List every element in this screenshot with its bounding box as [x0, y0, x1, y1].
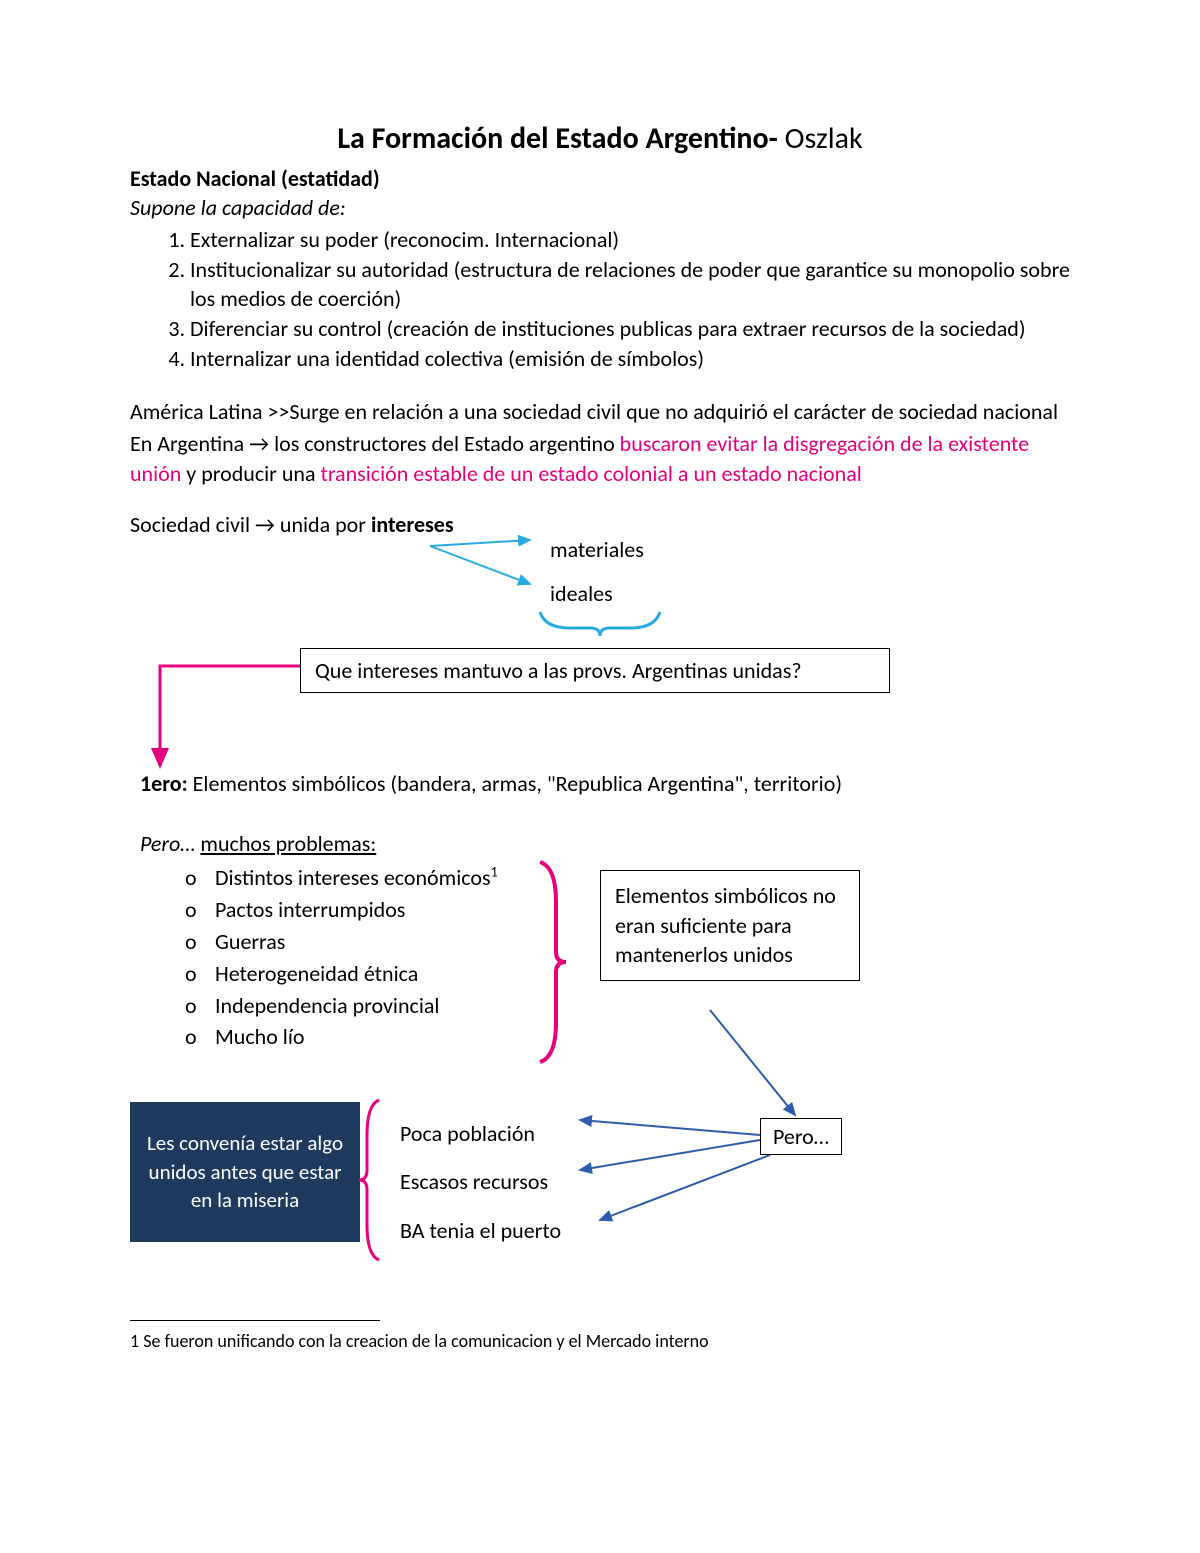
- intro-line: Supone la capacidad de:: [130, 194, 1070, 221]
- navy-conclusion-box: Les convenía estar algo unidos antes que…: [130, 1102, 360, 1242]
- page-title: La Formación del Estado Argentino- Oszla…: [130, 120, 1070, 157]
- capacity-item: Diferenciar su control (creación de inst…: [190, 314, 1070, 344]
- pero-box: Pero…: [760, 1118, 842, 1155]
- question-box: Que intereses mantuvo a las provs. Argen…: [300, 648, 890, 693]
- factor-item: BA tenia el puerto: [400, 1207, 561, 1255]
- brace-left-icon: [365, 1100, 379, 1260]
- problem-item: Heterogeneidad étnica: [185, 958, 498, 990]
- pink-connector-icon: [150, 656, 310, 776]
- capacity-item: Internalizar una identidad colectiva (em…: [190, 344, 1070, 374]
- primero-line: 1ero: Elementos simbólicos (bandera, arm…: [140, 770, 842, 797]
- symbols-insufficient-box: Elementos simbólicos no eran suficiente …: [600, 870, 860, 981]
- intereses-options: materiales ideales: [550, 528, 644, 616]
- title-bold: La Formación del Estado Argentino-: [337, 120, 784, 157]
- footnote-text: 1 Se fueron unificando con la creacion d…: [130, 1330, 709, 1352]
- split-arrow-icon: [430, 536, 550, 606]
- capacity-item: Institucionalizar su autoridad (estructu…: [190, 255, 1070, 314]
- option-materiales: materiales: [550, 528, 644, 572]
- option-ideales: ideales: [550, 572, 644, 616]
- paragraph-latam: América Latina >>Surge en relación a una…: [130, 397, 1070, 427]
- problem-item: Guerras: [185, 926, 498, 958]
- three-factors: Poca población Escasos recursos BA tenia…: [400, 1110, 561, 1255]
- problem-item: Independencia provincial: [185, 990, 498, 1022]
- factor-item: Escasos recursos: [400, 1158, 561, 1206]
- problems-list: Distintos intereses económicos1 Pactos i…: [185, 862, 498, 1053]
- section-heading: Estado Nacional (estatidad): [130, 165, 1070, 192]
- footnote-rule: [130, 1320, 380, 1321]
- pero-heading: Pero… muchos problemas:: [140, 830, 376, 857]
- problem-item: Distintos intereses económicos1: [185, 862, 498, 894]
- brace-down-icon: [540, 612, 660, 636]
- document-page: La Formación del Estado Argentino- Oszla…: [0, 0, 1200, 1553]
- capacity-list: Externalizar su poder (reconocim. Intern…: [170, 225, 1070, 373]
- problem-item: Pactos interrumpidos: [185, 894, 498, 926]
- capacity-item: Externalizar su poder (reconocim. Intern…: [190, 225, 1070, 255]
- factor-item: Poca población: [400, 1110, 561, 1158]
- problem-item: Mucho lío: [185, 1021, 498, 1053]
- title-author: Oszlak: [785, 120, 863, 157]
- paragraph-argentina: En Argentina → los constructores del Est…: [130, 429, 1070, 488]
